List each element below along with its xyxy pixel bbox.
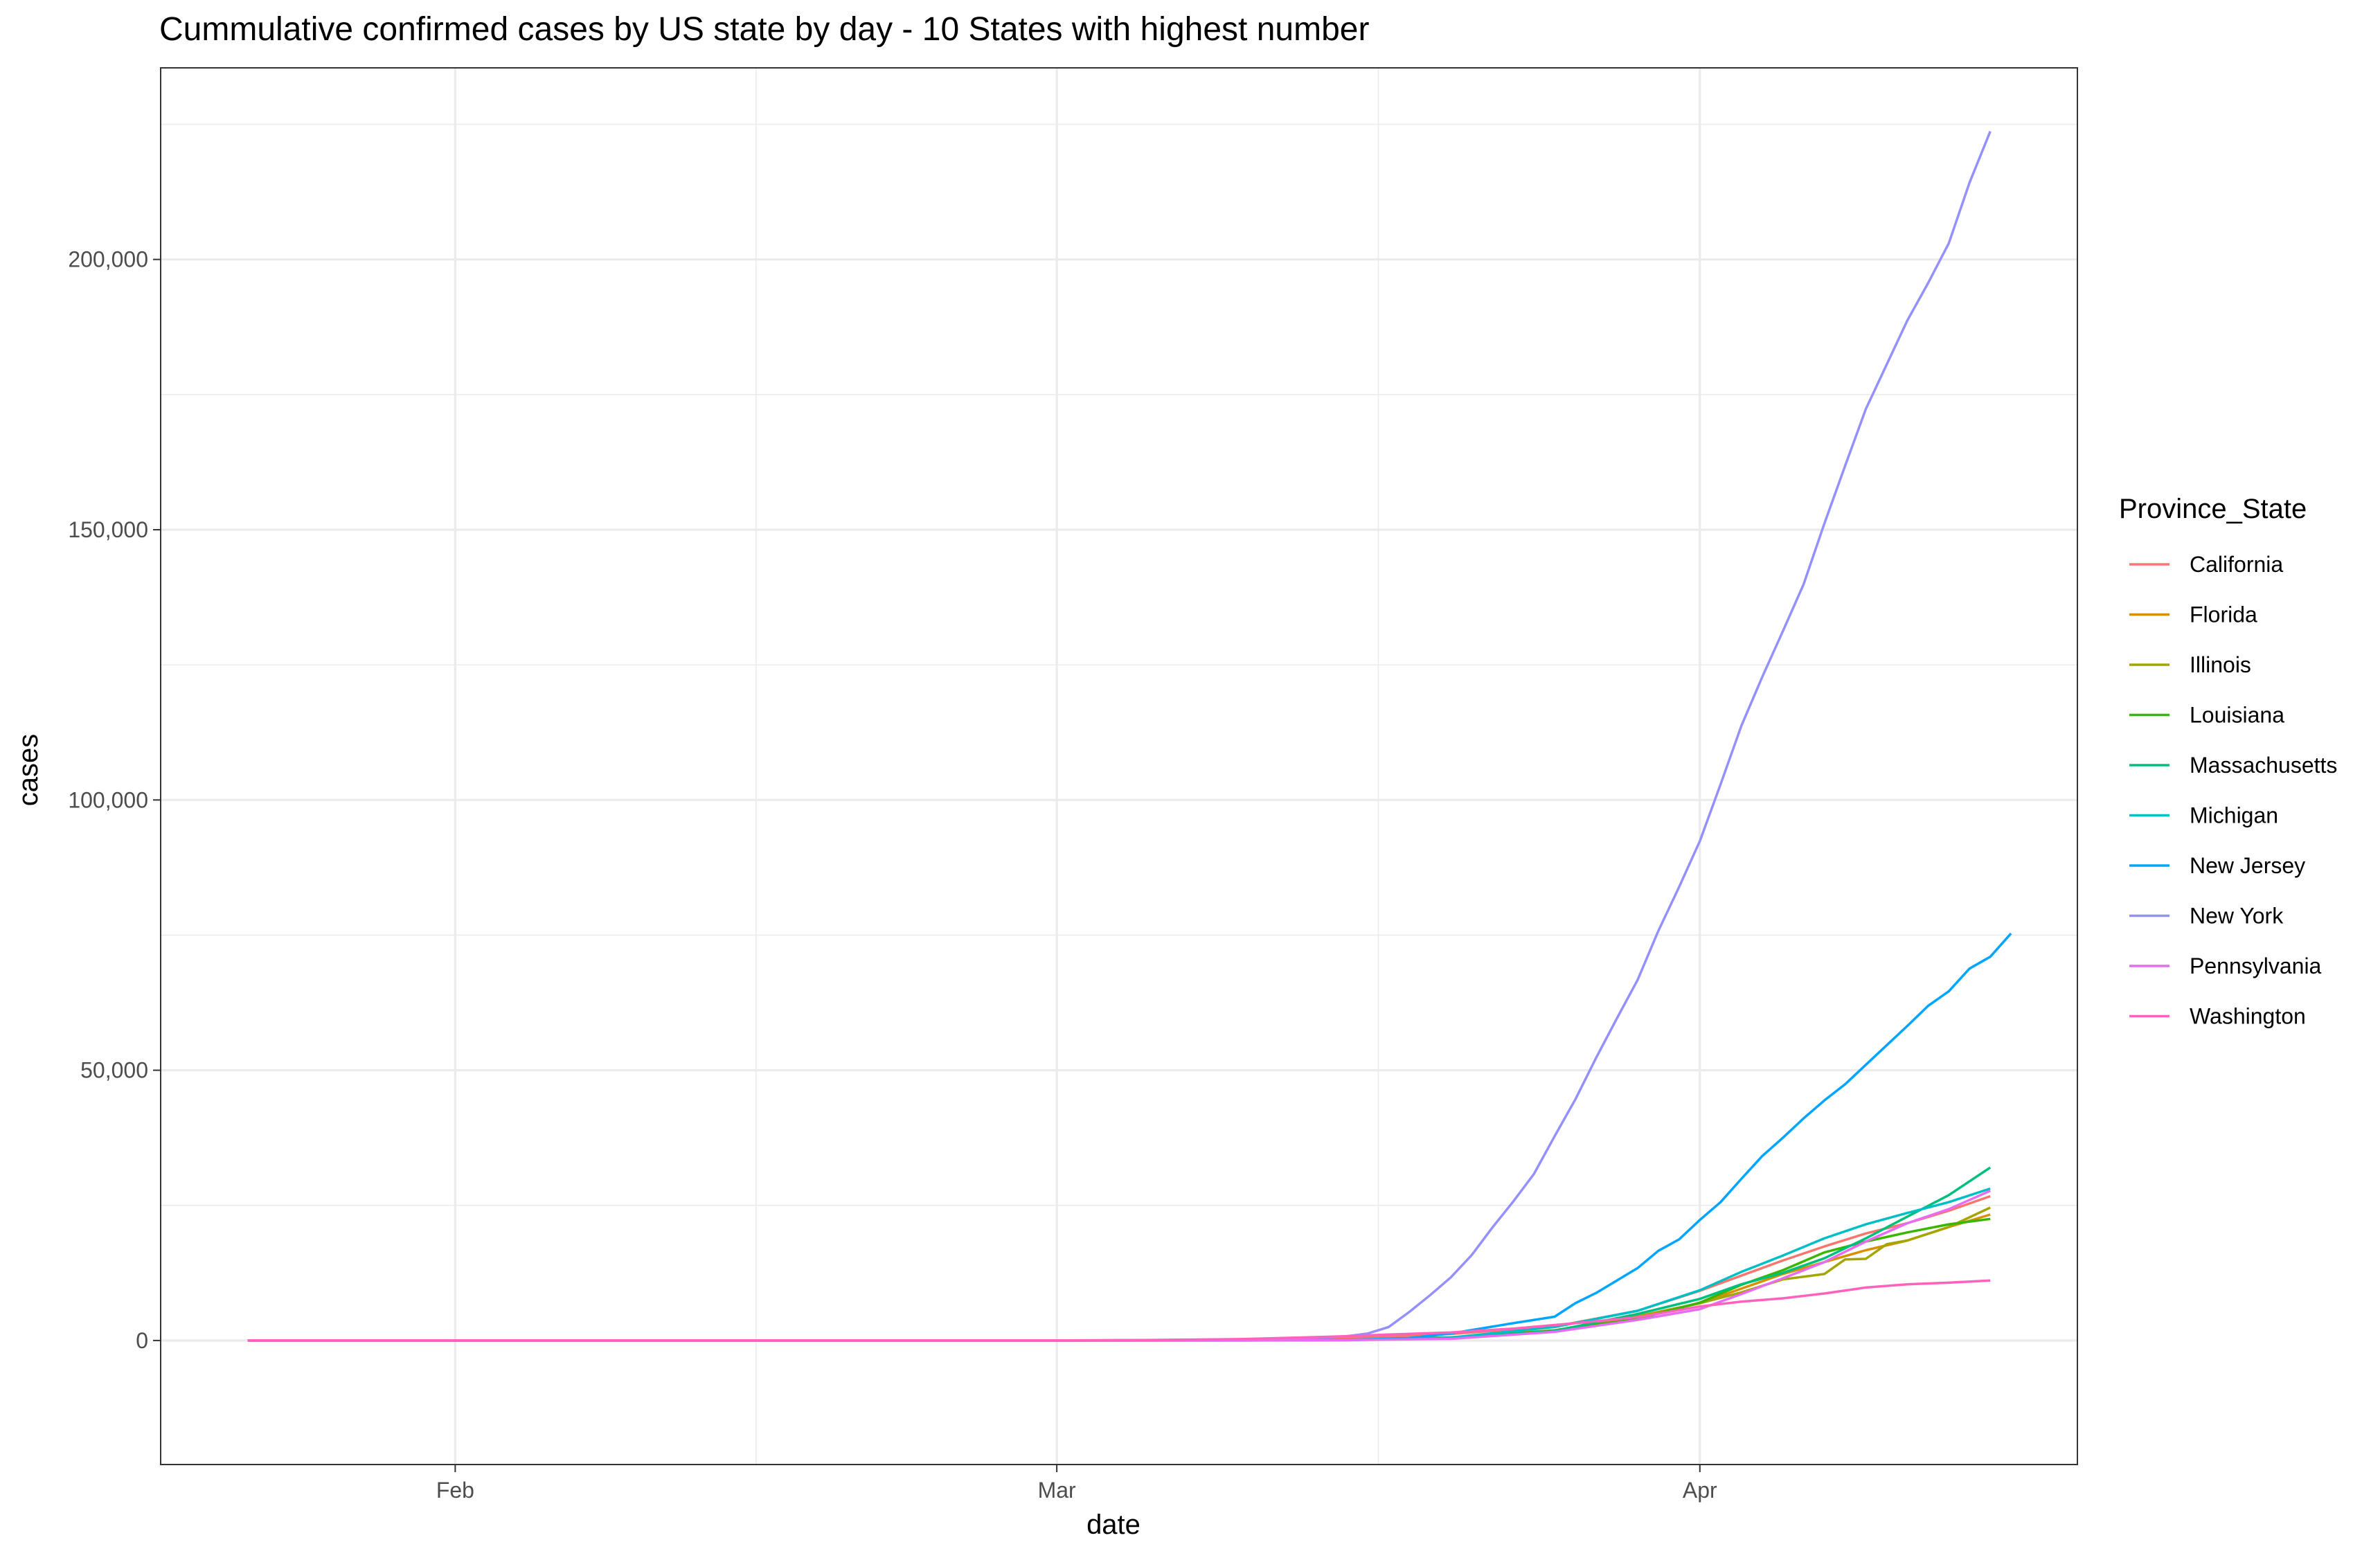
- y-tick-label: 100,000: [68, 787, 148, 812]
- y-tick-label: 0: [136, 1328, 148, 1353]
- series-line-pennsylvania: [247, 1190, 1991, 1342]
- legend-label-massachusetts: Massachusetts: [2190, 753, 2337, 778]
- legend-label-california: California: [2190, 552, 2283, 577]
- y-axis-title: cases: [13, 734, 44, 807]
- series-line-washington: [247, 1279, 1991, 1342]
- legend-label-michigan: Michigan: [2190, 803, 2278, 828]
- legend-label-louisiana: Louisiana: [2190, 703, 2284, 728]
- legend-label-new-jersey: New Jersey: [2190, 853, 2305, 878]
- plot-panel-border: [160, 67, 2078, 1465]
- legend: Province_State California Florida Illinois…: [2119, 494, 2337, 1029]
- x-axis-title: date: [1086, 1510, 1140, 1540]
- minor-gridlines: [161, 68, 2077, 1465]
- y-tick-label: 150,000: [68, 517, 148, 542]
- series-lines: [247, 131, 2012, 1342]
- y-axis: 0 50,000 100,000 150,000 200,000: [68, 247, 161, 1353]
- x-tick-label: Mar: [1038, 1478, 1076, 1503]
- legend-label-pennsylvania: Pennsylvania: [2190, 953, 2322, 978]
- x-tick-label: Apr: [1683, 1478, 1717, 1503]
- y-tick-label: 200,000: [68, 247, 148, 272]
- series-line-new-jersey: [247, 932, 2012, 1342]
- chart-title: Cummulative confirmed cases by US state …: [159, 11, 1369, 48]
- plot-panel: [161, 68, 2077, 1465]
- legend-label-washington: Washington: [2190, 1004, 2306, 1029]
- legend-title: Province_State: [2119, 494, 2307, 524]
- legend-label-new-york: New York: [2190, 904, 2284, 929]
- x-tick-label: Feb: [436, 1478, 474, 1503]
- legend-label-florida: Florida: [2190, 602, 2257, 627]
- legend-items: California Florida Illinois Louisiana Massac…: [2129, 552, 2337, 1029]
- y-tick-label: 50,000: [80, 1058, 148, 1083]
- x-axis: Feb Mar Apr: [436, 1465, 1717, 1503]
- legend-label-illinois: Illinois: [2190, 652, 2251, 677]
